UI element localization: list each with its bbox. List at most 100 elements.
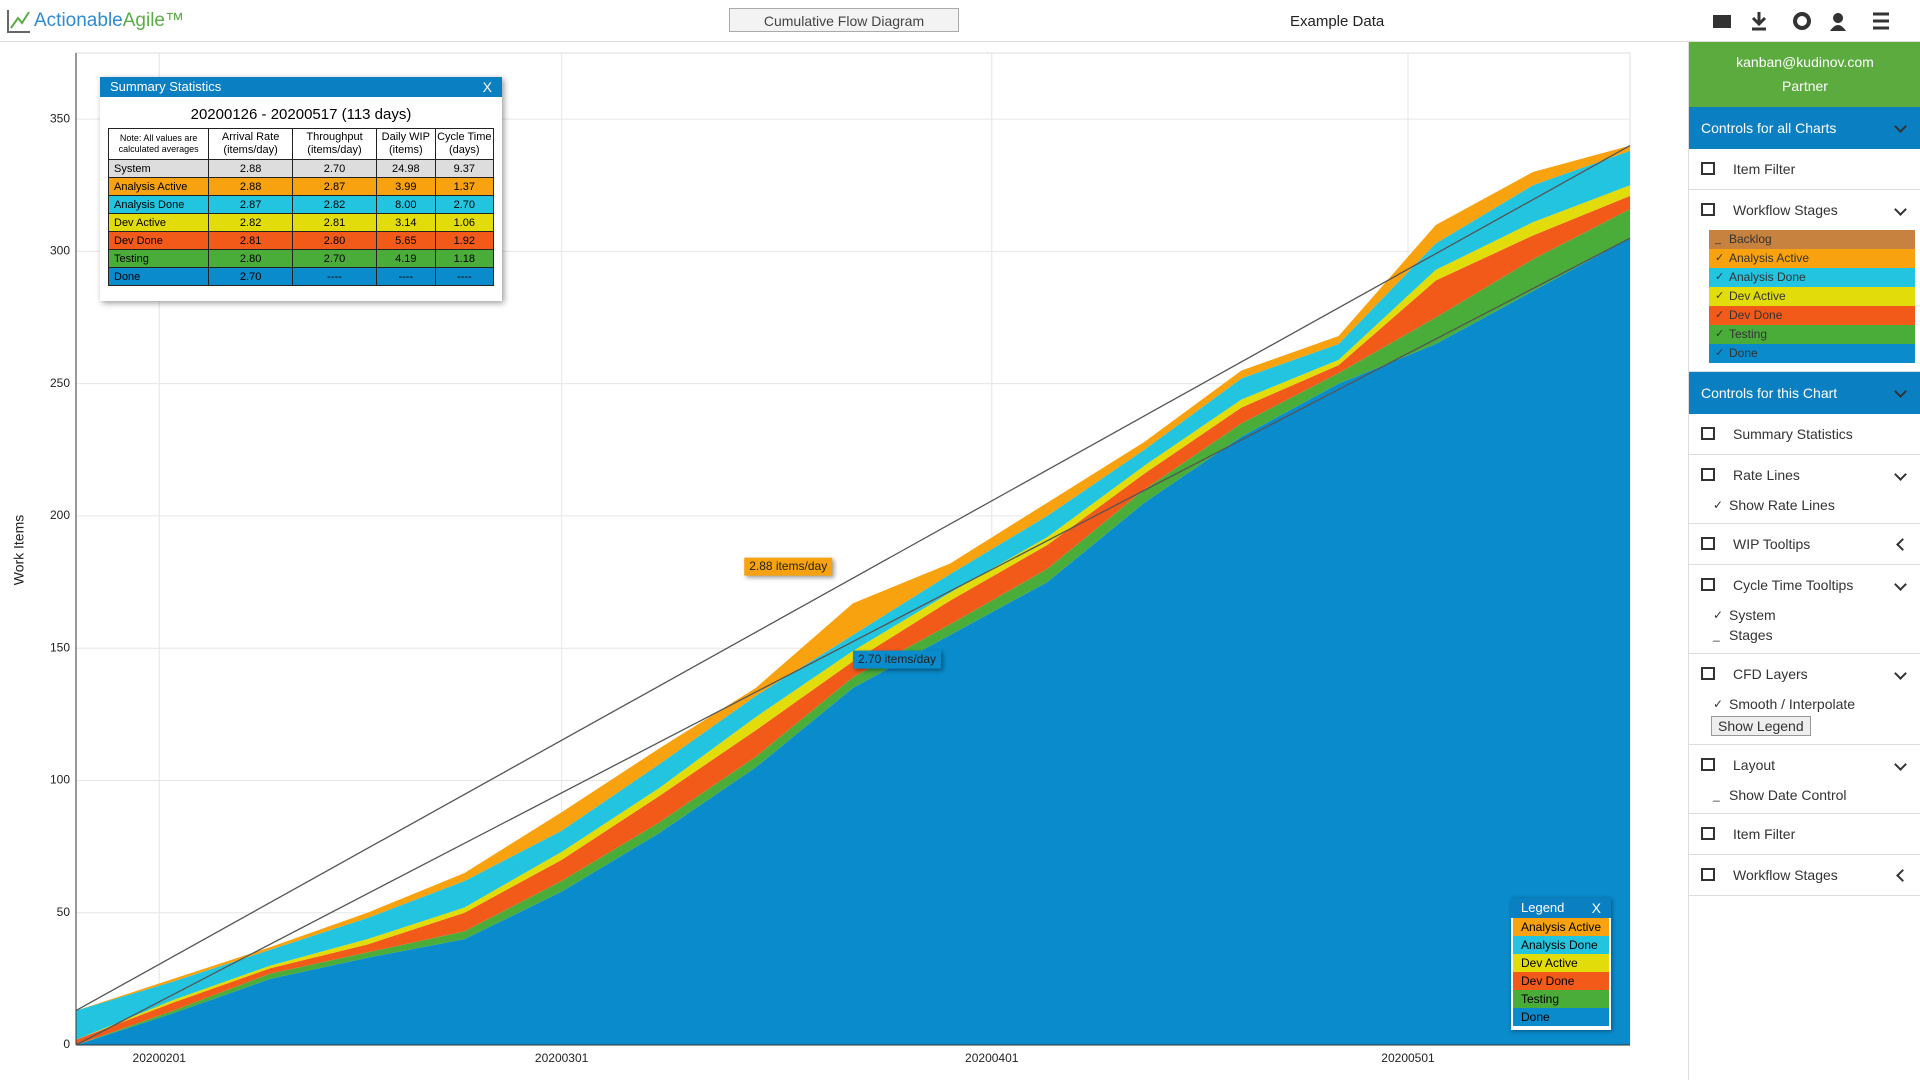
column-header: Arrival Rate (items/day) [208,128,293,160]
toolbar-icons [1713,12,1889,31]
y-tick-label: 150 [50,640,70,654]
control-label[interactable]: WIP Tooltips [1689,524,1920,564]
legend-entry: Dev Active [1513,954,1609,972]
button[interactable]: Show Legend [1711,716,1811,736]
y-tick-label: 100 [50,773,70,787]
stat-cell: 2.70 [208,267,293,286]
row-name: Analysis Active [107,177,210,196]
control-label[interactable]: Rate Lines [1689,455,1920,495]
stat-cell: 3.14 [376,213,436,232]
control-item: WIP Tooltips [1689,524,1920,565]
header: ActionableAgile™ Cumulative Flow Diagram… [0,0,1920,42]
control-item: Workflow Stages [1689,855,1920,896]
user-role: Partner [1782,78,1828,94]
control-label[interactable]: Layout [1689,745,1920,785]
stat-row: Testing 2.80 2.70 4.19 1.18 [107,249,495,268]
control-label[interactable]: Workflow Stages [1689,855,1920,895]
user-email: kanban@kudinov.com [1736,54,1874,70]
control-item: Workflow StagesBacklogAnalysis ActiveAna… [1689,190,1920,372]
legend-entry: Analysis Done [1513,936,1609,954]
option-toggle[interactable]: Smooth / Interpolate [1689,694,1920,714]
chart: Work Items 0 50 100 150 200 250 300 350 20200201… [11,52,1631,1065]
control-label[interactable]: Item Filter [1689,149,1920,189]
stat-row: Dev Active 2.82 2.81 3.14 1.06 [107,213,495,232]
rate-label-box [853,650,941,669]
legend: Legend X Analysis Active Analysis Done Dev … [1511,898,1611,1030]
user-box: kanban@kudinov.com Partner [1689,42,1920,107]
rate-line [75,237,1631,1046]
summary-table: Note: All values are calculated averages… [107,128,495,286]
stat-cell: 1.37 [434,177,495,196]
option-toggle[interactable]: Show Date Control [1689,785,1920,805]
rate-label: 2.70 items/day [858,652,936,666]
stage-toggle[interactable]: Done [1709,344,1915,363]
control-label[interactable]: Item Filter [1689,814,1920,854]
stat-row: Analysis Active 2.88 2.87 3.99 1.37 [107,177,495,196]
logo[interactable]: ActionableAgile™ [34,10,184,32]
legend-header: Legend X [1511,898,1611,918]
x-tick-label: 20200401 [965,1051,1019,1065]
stat-cell: ---- [434,267,495,286]
stage-toggle[interactable]: Backlog [1709,230,1915,249]
logo-text: Agile™ [122,10,184,31]
control-label[interactable]: Summary Statistics [1689,414,1920,454]
stat-row: Done 2.70 ---- ---- ---- [107,267,495,286]
stat-cell: ---- [376,267,436,286]
option-toggle[interactable]: Stages [1689,625,1920,645]
row-name: Dev Done [107,231,210,250]
chart-select[interactable]: Cumulative Flow Diagram [729,8,959,32]
option-toggle[interactable]: System [1689,605,1920,625]
stat-cell: 1.06 [434,213,495,232]
stage-toggle[interactable]: Analysis Active [1709,249,1915,268]
menu-icon[interactable] [1873,12,1889,30]
stage-toggle[interactable]: Dev Active [1709,287,1915,306]
control-item: Summary Statistics [1689,414,1920,455]
control-label[interactable]: CFD Layers [1689,654,1920,694]
option-toggle[interactable]: Show Rate Lines [1689,495,1920,515]
legend-entry: Done [1513,1008,1609,1026]
stat-cell: 2.88 [208,159,293,178]
summary-range: 20200126 - 20200517 (113 days) [190,106,412,123]
sidebar: kanban@kudinov.com Partner Controls for a… [1688,42,1920,1080]
summary-header: Summary Statistics X [100,77,502,97]
stage-toggle[interactable]: Analysis Done [1709,268,1915,287]
control-label[interactable]: Workflow Stages [1689,190,1920,230]
x-tick-label: 20200501 [1381,1051,1435,1065]
y-axis-label: Work Items [11,515,27,586]
logo-text: Actionable [34,10,123,31]
summary-statistics: Summary Statistics X 20200126 - 20200517 … [100,77,502,301]
stat-cell: 2.80 [291,231,378,250]
y-tick-label: 200 [50,508,70,522]
summary-title: Summary Statistics [110,79,222,94]
stat-cell: 2.70 [291,249,378,268]
column-header: Daily WIP (items) [376,128,436,160]
section-header[interactable]: Controls for all Charts [1689,107,1920,149]
row-name: Testing [107,249,210,268]
stat-cell: ---- [291,267,378,286]
y-tick-label: 350 [50,111,70,125]
close-button[interactable]: X [1591,900,1601,916]
stage-toggle[interactable]: Testing [1709,325,1915,344]
user-icon[interactable] [1830,13,1846,31]
stat-cell: 2.81 [208,231,293,250]
legend-pad [1511,1026,1611,1030]
legend-entry: Dev Done [1513,972,1609,990]
header-row: Note: All values are calculated averages… [107,128,495,160]
y-tick-label: 0 [63,1037,70,1051]
section-header[interactable]: Controls for this Chart [1689,372,1920,414]
close-button[interactable]: X [482,79,492,95]
area-layer [76,150,1630,1040]
folder-icon[interactable] [1713,15,1731,28]
settings-icon[interactable] [1793,12,1811,30]
note: Note: All values are calculated averages [107,128,210,160]
stat-cell: 3.99 [376,177,436,196]
control-label[interactable]: Cycle Time Tooltips [1689,565,1920,605]
stat-cell: 2.70 [291,159,378,178]
stat-cell: 8.00 [376,195,436,214]
legend-title: Legend [1521,900,1565,915]
stage-toggle[interactable]: Dev Done [1709,306,1915,325]
download-icon[interactable] [1751,12,1767,31]
stat-cell: 4.19 [376,249,436,268]
x-tick-label: 20200301 [535,1051,589,1065]
